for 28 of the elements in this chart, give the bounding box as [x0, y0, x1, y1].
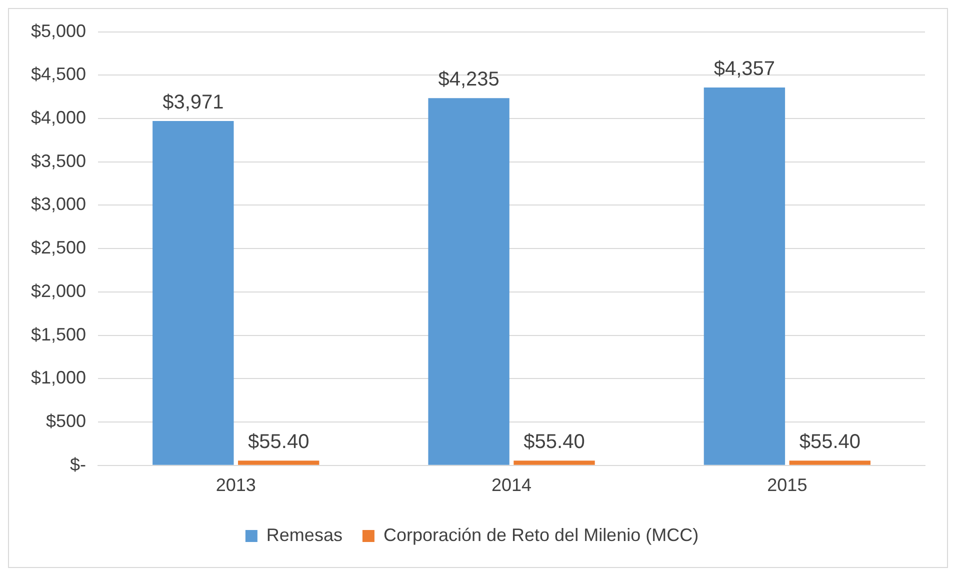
- y-tick-label: $3,000: [30, 194, 86, 214]
- bar: [514, 460, 595, 465]
- x-tick-label: 2015: [767, 475, 808, 496]
- y-tick-label: $1,000: [30, 368, 86, 388]
- y-tick-label: $1,500: [30, 324, 86, 344]
- data-label: $3,971: [162, 92, 224, 114]
- y-tick-label: $4,000: [30, 107, 86, 128]
- data-label: $4,357: [714, 58, 776, 80]
- data-label: $4,235: [438, 68, 500, 91]
- y-tick-label: $5,000: [30, 20, 86, 41]
- y-tick-label: $2,000: [30, 280, 86, 301]
- data-label: $55.40: [524, 431, 585, 454]
- y-tick-label: $4,500: [30, 64, 86, 84]
- bar: [789, 460, 870, 465]
- x-tick-label: 2014: [492, 475, 532, 496]
- y-tick-label: $-: [70, 454, 86, 474]
- legend-label: Corporación de Reto del Milenio (MCC): [383, 524, 699, 545]
- bar: [428, 98, 510, 465]
- bar: [152, 121, 234, 465]
- x-tick-label: 2013: [216, 475, 256, 496]
- bar: [238, 460, 320, 465]
- y-tick-label: $500: [46, 411, 86, 432]
- data-label: $55.40: [799, 431, 860, 454]
- y-tick-label: $2,500: [30, 238, 86, 258]
- y-tick-label: $3,500: [30, 150, 86, 171]
- data-label: $55.40: [248, 431, 310, 454]
- legend-label: Remesas: [266, 524, 342, 545]
- bar: [704, 88, 786, 465]
